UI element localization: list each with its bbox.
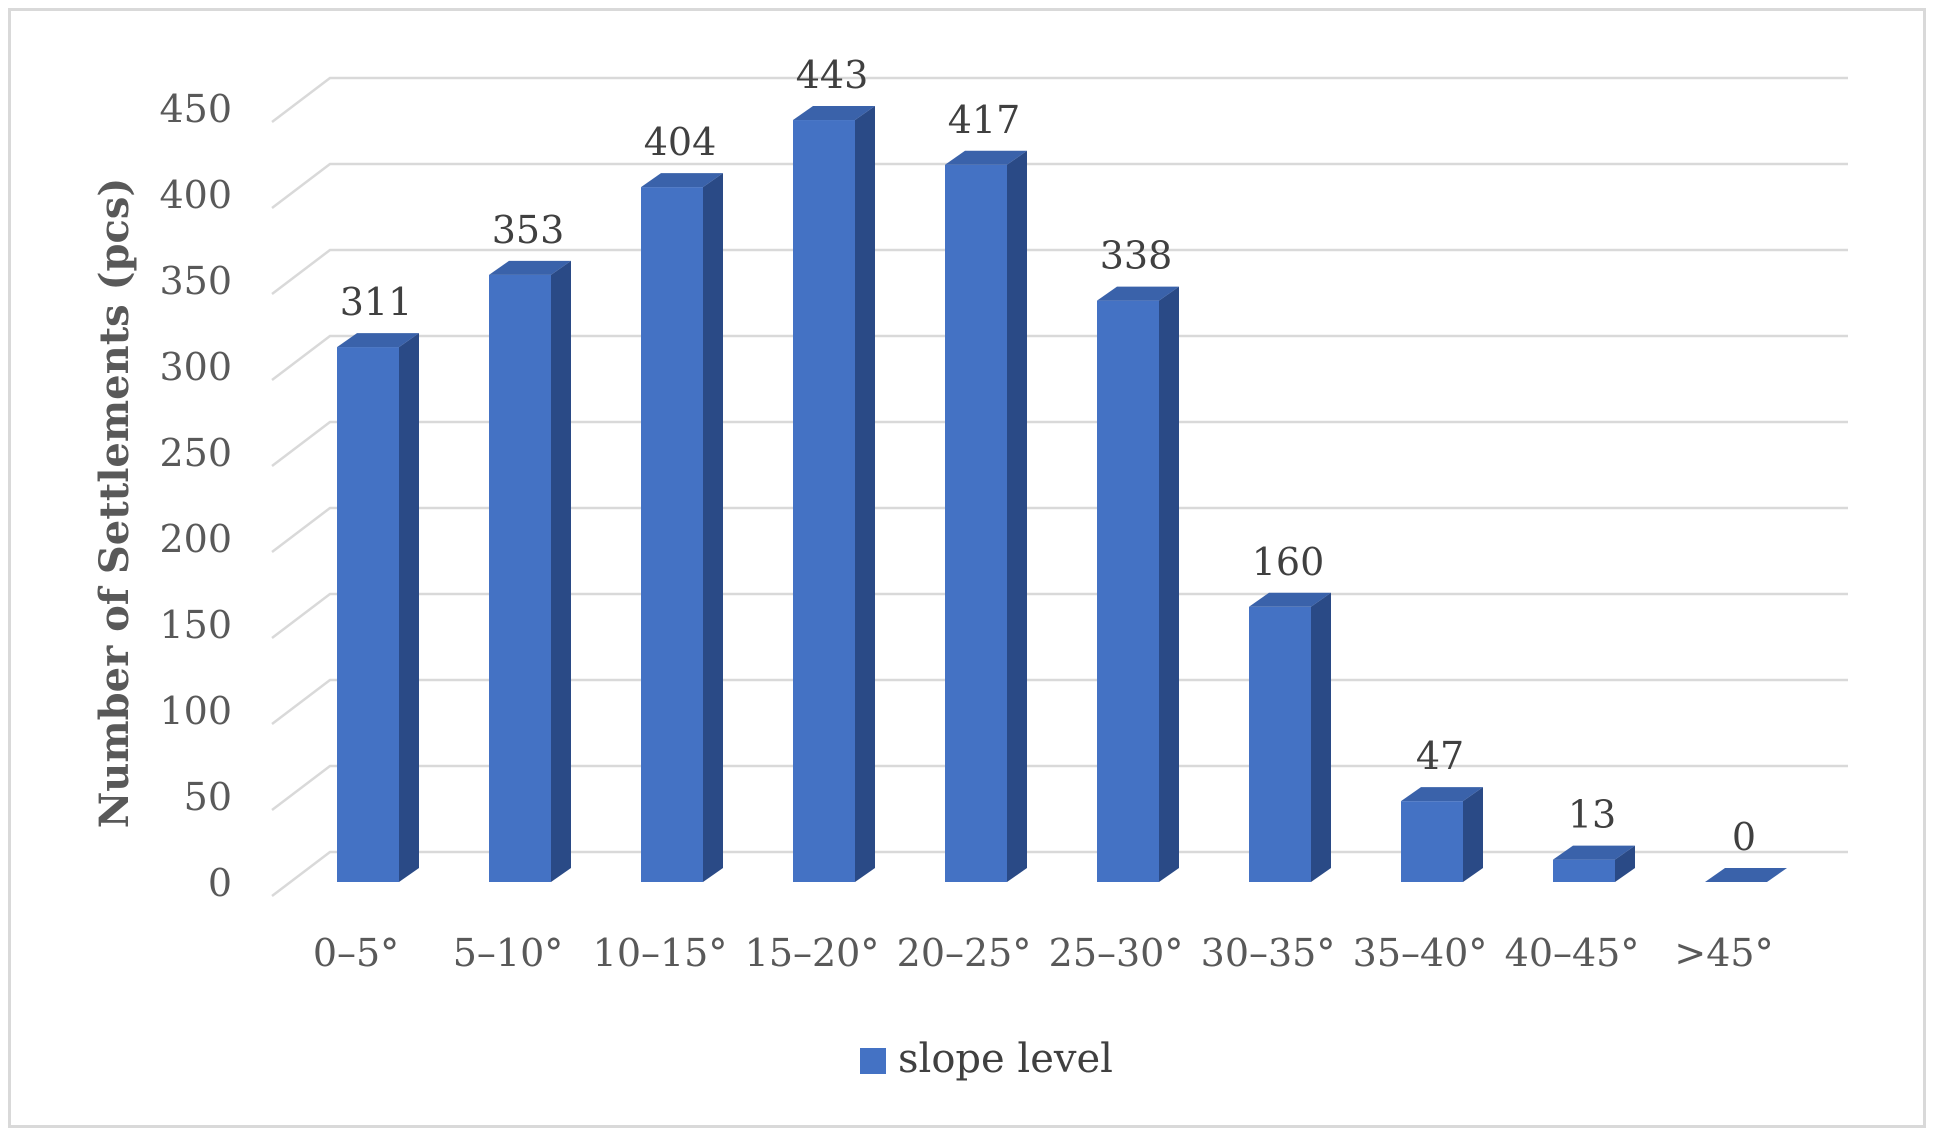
bar-top <box>1401 787 1483 802</box>
bar-front <box>337 347 399 883</box>
bar <box>793 106 875 883</box>
bar-front <box>641 187 703 882</box>
data-labels: 311 353 404 443 417 338 160 47 13 0 <box>340 53 1756 859</box>
data-label: 13 <box>1568 793 1616 837</box>
y-tick-label: 200 <box>159 517 232 561</box>
data-label: 0 <box>1732 815 1756 859</box>
bar-top <box>337 333 419 348</box>
data-label: 443 <box>796 53 869 97</box>
bar-side <box>1007 150 1027 882</box>
x-tick-label: 30–35° <box>1201 931 1336 975</box>
x-tick-label: >45° <box>1674 931 1773 975</box>
data-label: 404 <box>644 120 717 164</box>
y-tick-label: 0 <box>208 861 232 905</box>
x-tick-label: 35–40° <box>1353 931 1488 975</box>
gridline <box>271 764 1848 811</box>
bar-side <box>855 106 875 883</box>
gridline <box>271 420 1848 467</box>
x-tick-label: 15–20° <box>745 931 880 975</box>
bar <box>1553 845 1635 882</box>
bar-top <box>641 173 723 188</box>
bar-side <box>1615 845 1635 882</box>
x-axis-ticks: 0–5° 5–10° 10–15° 15–20° 20–25° 25–30° 30–35° 3… <box>313 931 1774 975</box>
data-label: 160 <box>1252 540 1325 584</box>
y-tick-label: 250 <box>159 431 232 475</box>
x-tick-label: 5–10° <box>453 931 564 975</box>
bar-top <box>793 106 875 121</box>
y-tick-label: 400 <box>159 173 232 217</box>
bar-top <box>1097 286 1179 301</box>
y-tick-label: 300 <box>159 345 232 389</box>
gridlines <box>271 76 1848 897</box>
y-tick-label: 150 <box>159 603 232 647</box>
bar-side <box>1311 592 1331 882</box>
gridline <box>271 678 1848 725</box>
data-label: 47 <box>1416 734 1464 778</box>
bar <box>337 333 419 883</box>
bar <box>1097 286 1179 882</box>
y-tick-label: 350 <box>159 259 232 303</box>
bar-front <box>1097 300 1159 882</box>
data-label: 417 <box>948 98 1021 142</box>
bar <box>945 150 1027 882</box>
bar <box>1401 787 1483 882</box>
bars <box>337 106 1787 883</box>
bar-front <box>1249 606 1311 882</box>
bar-top <box>489 260 571 275</box>
bar <box>641 173 723 882</box>
bar-top <box>945 150 1027 165</box>
data-label: 311 <box>340 280 413 324</box>
gridline <box>271 850 1848 897</box>
bar <box>1249 592 1331 882</box>
gridline <box>271 76 1848 123</box>
bar-top <box>1705 868 1787 882</box>
y-tick-label: 50 <box>184 775 232 819</box>
bar-front <box>945 164 1007 882</box>
bar-front <box>1401 801 1463 882</box>
gridline <box>271 592 1848 639</box>
x-tick-label: 40–45° <box>1505 931 1640 975</box>
data-label: 338 <box>1100 234 1173 278</box>
x-tick-label: 10–15° <box>593 931 728 975</box>
bar-side <box>1159 286 1179 882</box>
bar-top <box>1249 592 1331 607</box>
bar-side <box>1463 787 1483 882</box>
gridline <box>271 162 1848 209</box>
bar-top <box>1553 845 1635 860</box>
x-tick-label: 25–30° <box>1049 931 1184 975</box>
bar <box>489 260 571 883</box>
gridline <box>271 248 1848 295</box>
bar <box>1705 868 1787 882</box>
y-axis-label: Number of Settlements (pcs) <box>91 178 138 829</box>
gridline <box>271 334 1848 381</box>
bar-front <box>1553 859 1615 882</box>
data-label: 353 <box>492 208 565 252</box>
bar-side <box>703 173 723 882</box>
legend: slope level <box>860 1036 1113 1082</box>
y-axis-ticks: 0 50 100 150 200 250 300 350 400 450 <box>159 87 232 905</box>
y-tick-label: 100 <box>159 689 232 733</box>
bar-front <box>793 120 855 883</box>
legend-swatch <box>860 1048 886 1074</box>
gridline <box>271 506 1848 553</box>
bar-side <box>551 260 571 883</box>
legend-label: slope level <box>898 1036 1113 1082</box>
y-tick-label: 450 <box>159 87 232 131</box>
x-tick-label: 0–5° <box>313 931 399 975</box>
bar-front <box>489 274 551 883</box>
bar-side <box>399 333 419 883</box>
x-tick-label: 20–25° <box>897 931 1032 975</box>
